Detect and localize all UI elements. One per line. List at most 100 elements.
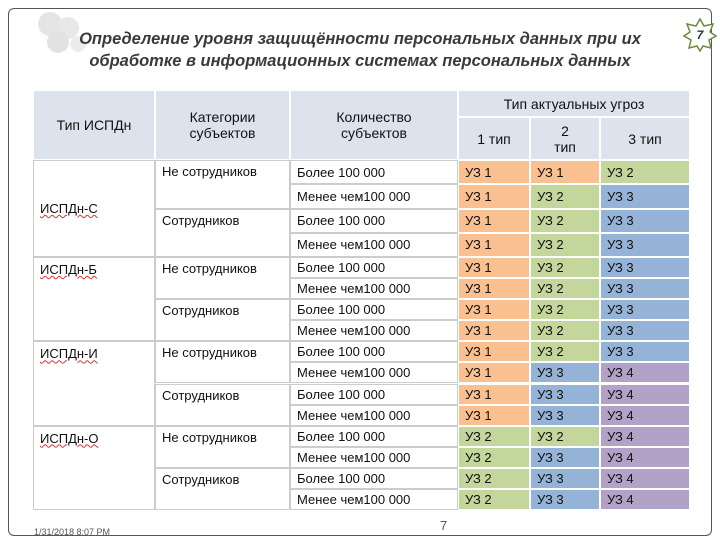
category-cell: Не сотрудников <box>155 425 290 468</box>
level-cell: УЗ 4 <box>600 446 690 468</box>
level-cell-text: УЗ 3 <box>537 449 564 465</box>
header-cell-text: 3 тип <box>628 130 662 147</box>
level-cell-text: УЗ 4 <box>607 407 634 423</box>
level-cell-text: УЗ 2 <box>537 188 564 204</box>
header-cell: 3 тип <box>600 117 690 160</box>
level-cell-text: УЗ 1 <box>537 164 564 180</box>
count-cell-text: Менее чем100 000 <box>297 449 411 465</box>
header-cell: Тип ИСПДн <box>33 90 155 160</box>
level-cell-text: УЗ 1 <box>465 281 492 297</box>
header-cell-text: 2 тип <box>554 122 576 155</box>
count-cell: Менее чем100 000 <box>290 278 458 300</box>
header-cell-text: Количество субъектов <box>336 109 412 141</box>
level-cell: УЗ 2 <box>458 467 530 489</box>
count-cell: Менее чем100 000 <box>290 184 458 209</box>
level-cell: УЗ 1 <box>458 320 530 342</box>
level-cell: УЗ 2 <box>530 208 600 233</box>
level-cell-text: УЗ 1 <box>465 407 492 423</box>
level-cell-text: УЗ 4 <box>607 449 634 465</box>
level-cell-text: УЗ 2 <box>465 491 492 507</box>
level-cell-text: УЗ 3 <box>537 386 564 402</box>
level-cell: УЗ 2 <box>530 299 600 321</box>
level-cell: УЗ 3 <box>530 446 600 468</box>
type-cell-text: ИСПДн-И <box>40 346 98 362</box>
level-cell-text: УЗ 1 <box>465 213 492 229</box>
count-cell: Более 100 000 <box>290 425 458 447</box>
level-cell: УЗ 2 <box>530 278 600 300</box>
count-cell: Менее чем100 000 <box>290 232 458 257</box>
level-cell-text: УЗ 3 <box>537 407 564 423</box>
level-cell-text: УЗ 3 <box>607 323 634 339</box>
level-cell-text: УЗ 1 <box>465 164 492 180</box>
count-cell-text: Менее чем100 000 <box>297 188 411 204</box>
level-cell-text: УЗ 2 <box>537 281 564 297</box>
table: Тип ИСПДн Категории субъектов Количество с… <box>33 90 690 510</box>
level-cell-text: УЗ 2 <box>607 164 634 180</box>
level-cell-text: УЗ 3 <box>537 470 564 486</box>
level-cell: УЗ 3 <box>530 404 600 426</box>
header-cell-text: Тип ИСПДн <box>56 117 132 133</box>
level-cell: УЗ 3 <box>600 320 690 342</box>
count-cell-text: Более 100 000 <box>297 428 386 444</box>
type-cell: ИСПДн-И <box>33 341 155 426</box>
category-cell: Не сотрудников <box>155 160 290 209</box>
category-cell: Сотрудников <box>155 208 290 257</box>
header-cell: 2 тип <box>530 117 600 160</box>
level-cell: УЗ 4 <box>600 383 690 405</box>
level-cell-text: УЗ 1 <box>465 237 492 253</box>
level-cell: УЗ 3 <box>600 232 690 257</box>
level-cell-text: УЗ 2 <box>537 237 564 253</box>
level-cell-text: УЗ 2 <box>465 428 492 444</box>
level-cell: УЗ 4 <box>600 404 690 426</box>
level-cell-text: УЗ 2 <box>465 470 492 486</box>
level-cell-text: УЗ 1 <box>465 386 492 402</box>
level-cell-text: УЗ 1 <box>465 260 492 276</box>
title-line: обработке в информационных системах перс… <box>89 52 631 70</box>
level-cell: УЗ 1 <box>458 257 530 279</box>
level-cell-text: УЗ 2 <box>537 213 564 229</box>
header-cell-text: Тип актуальных угроз <box>503 95 645 112</box>
level-cell: УЗ 2 <box>530 232 600 257</box>
count-cell: Более 100 000 <box>290 257 458 279</box>
category-cell-text: Не сотрудников <box>162 164 257 179</box>
level-cell: УЗ 2 <box>458 425 530 447</box>
header-cell: 1 тип <box>458 117 530 160</box>
level-cell: УЗ 2 <box>530 425 600 447</box>
decoration <box>38 12 86 53</box>
count-cell: Менее чем100 000 <box>290 362 458 384</box>
level-cell: УЗ 1 <box>530 160 600 185</box>
count-cell: Более 100 000 <box>290 160 458 185</box>
level-cell: УЗ 3 <box>600 257 690 279</box>
level-cell: УЗ 1 <box>458 299 530 321</box>
header-cell: Количество субъектов <box>290 90 458 160</box>
footer-page: 7 <box>440 518 448 533</box>
level-cell-text: УЗ 4 <box>607 428 634 444</box>
level-cell-text: УЗ 3 <box>607 281 634 297</box>
category-cell-text: Сотрудников <box>162 387 240 403</box>
level-cell: УЗ 1 <box>458 232 530 257</box>
level-cell: УЗ 1 <box>458 160 530 185</box>
level-cell: УЗ 1 <box>458 404 530 426</box>
category-cell-text: Сотрудников <box>162 303 240 319</box>
category-cell: Сотрудников <box>155 383 290 426</box>
level-cell-text: УЗ 2 <box>537 428 564 444</box>
count-cell-text: Менее чем100 000 <box>297 365 411 381</box>
level-cell-text: УЗ 3 <box>607 260 634 276</box>
footer-date: 1/31/2018 8:07 PM <box>34 527 111 537</box>
slide-frame <box>8 8 712 536</box>
level-cell: УЗ 2 <box>530 341 600 363</box>
category-cell-text: Сотрудников <box>162 471 240 487</box>
count-cell-text: Менее чем100 000 <box>297 407 411 423</box>
level-cell-text: УЗ 3 <box>607 302 634 318</box>
level-cell-text: УЗ 4 <box>607 491 634 507</box>
category-cell: Не сотрудников <box>155 257 290 300</box>
level-cell: УЗ 2 <box>530 257 600 279</box>
count-cell-text: Более 100 000 <box>297 260 386 276</box>
count-cell: Менее чем100 000 <box>290 488 458 510</box>
category-cell: Сотрудников <box>155 299 290 342</box>
category-cell: Сотрудников <box>155 467 290 510</box>
level-cell-text: УЗ 3 <box>537 365 564 381</box>
header-cell-text: Категории субъектов <box>189 109 256 141</box>
count-cell-text: Более 100 000 <box>297 164 386 180</box>
count-cell-text: Менее чем100 000 <box>297 323 411 339</box>
